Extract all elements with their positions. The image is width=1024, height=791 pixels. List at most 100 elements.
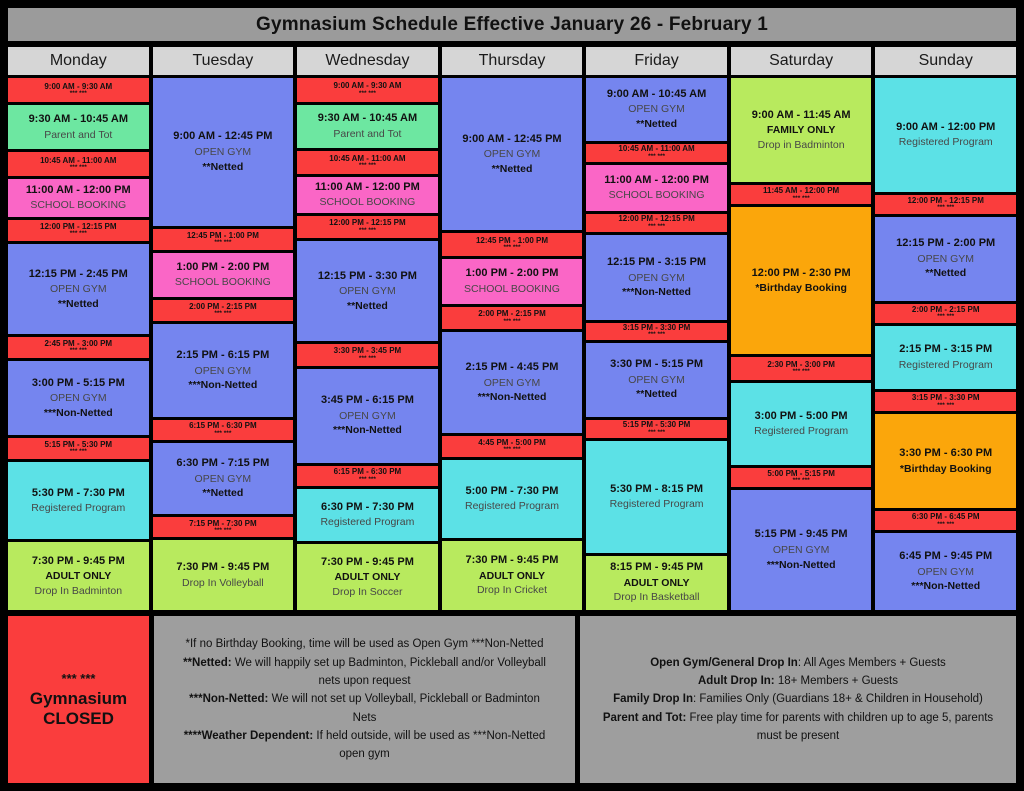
block-detail: **Netted: [636, 388, 677, 401]
block-time: 3:15 PM - 3:30 PM: [911, 393, 980, 403]
block-detail: Drop In Basketball: [613, 591, 700, 604]
schedule-block: 11:00 AM - 12:00 PM SCHOOL BOOKING: [297, 176, 438, 214]
block-detail: **Netted: [636, 118, 677, 131]
schedule-block: 10:45 AM - 11:00 AM *** ***: [586, 143, 727, 163]
schedule-block: 5:15 PM - 5:30 PM *** ***: [8, 437, 149, 460]
schedule-block: 12:15 PM - 3:30 PM OPEN GYM **Netted: [297, 240, 438, 342]
block-detail: *** ***: [214, 239, 232, 247]
gymnasium-closed-block: *** *** Gymnasium CLOSED: [8, 616, 149, 783]
schedule-block: 2:45 PM - 3:00 PM *** ***: [8, 336, 149, 359]
block-detail: Drop In Soccer: [332, 585, 403, 598]
block-detail: OPEN GYM: [483, 376, 541, 389]
block-detail: **Netted: [925, 267, 967, 280]
block-time: 9:00 AM - 9:30 AM: [44, 81, 113, 91]
schedule-block: 3:15 PM - 3:30 PM *** ***: [875, 392, 1016, 412]
block-time: 6:30 PM - 7:15 PM: [176, 457, 270, 470]
block-detail: *** ***: [937, 401, 955, 409]
block-detail: SCHOOL BOOKING: [30, 199, 127, 212]
block-time: 2:15 PM - 3:15 PM: [899, 343, 993, 356]
dropin-note: Open Gym/General Drop In: All Ages Membe…: [650, 656, 946, 669]
block-time: 6:30 PM - 6:45 PM: [911, 512, 980, 522]
schedule-block: 9:00 AM - 11:45 AM FAMILY ONLY Drop in Bad…: [730, 78, 872, 183]
schedule-block: 3:00 PM - 5:15 PM OPEN GYM ***Non-Netted: [8, 361, 149, 435]
schedule-block: 9:00 AM - 12:45 PM OPEN GYM **Netted: [441, 78, 583, 231]
block-detail: *** ***: [69, 347, 87, 355]
block-detail: *** ***: [503, 244, 521, 252]
block-detail: ***Non-Netted: [766, 558, 836, 571]
block-detail: Registered Program: [609, 498, 704, 511]
block-time: 12:15 PM - 2:45 PM: [28, 267, 128, 280]
block-detail: *** ***: [937, 204, 955, 212]
block-time: 5:15 PM - 5:30 PM: [622, 420, 691, 430]
schedule-block: 8:15 PM - 9:45 PM ADULT ONLY Drop In Baske…: [586, 555, 727, 610]
block-time: 3:45 PM - 6:15 PM: [320, 394, 414, 407]
block-detail: Registered Program: [898, 358, 993, 371]
schedule-block: 6:15 PM - 6:30 PM *** ***: [297, 466, 438, 486]
block-time: 10:45 AM - 11:00 AM: [40, 155, 117, 165]
schedule-block: 7:30 PM - 9:45 PM ADULT ONLY Drop In Socce…: [297, 543, 438, 611]
schedule-block: 6:45 PM - 9:45 PM OPEN GYM ***Non-Netted: [875, 533, 1016, 610]
block-detail: *** ***: [648, 428, 666, 436]
schedule-grid: Monday 9:00 AM - 9:30 AM *** *** 9:30 AM - …: [8, 47, 1016, 611]
schedule-block: 6:30 PM - 7:30 PM Registered Program: [297, 488, 438, 541]
block-detail: Drop In Badminton: [34, 584, 123, 597]
block-time: 6:45 PM - 9:45 PM: [899, 550, 993, 563]
block-detail: OPEN GYM: [917, 252, 974, 265]
day-header-thursday: Thursday: [441, 47, 583, 75]
day-column-wednesday: Wednesday 9:00 AM - 9:30 AM *** *** 9:30 AM…: [297, 47, 438, 611]
schedule-block: 12:00 PM - 12:15 PM *** ***: [875, 194, 1016, 214]
schedule-block: 5:00 PM - 7:30 PM Registered Program: [441, 460, 583, 539]
block-time: 7:30 PM - 9:45 PM: [465, 554, 559, 567]
block-time: 3:30 PM - 6:30 PM: [899, 447, 993, 460]
netting-note: *If no Birthday Booking, time will be us…: [185, 638, 544, 651]
dropin-note: Adult Drop In: 18+ Members + Guests: [697, 674, 899, 687]
block-time: 2:15 PM - 4:45 PM: [465, 361, 559, 374]
block-detail: OPEN GYM: [483, 148, 541, 161]
schedule-block: 2:30 PM - 3:00 PM *** ***: [730, 357, 872, 380]
block-detail: *** ***: [358, 226, 376, 234]
dropin-note: Parent and Tot: Free play time for paren…: [602, 711, 994, 743]
block-detail: **Netted: [57, 297, 99, 310]
block-time: 5:15 PM - 5:30 PM: [44, 439, 113, 449]
day-blocks: 9:00 AM - 10:45 AM OPEN GYM **Netted 10:45 …: [586, 78, 727, 610]
schedule-block: 12:00 PM - 12:15 PM *** ***: [586, 213, 727, 233]
block-time: 5:30 PM - 8:15 PM: [610, 482, 704, 495]
block-detail: Drop In Volleyball: [181, 576, 264, 589]
closed-block-line: CLOSED: [43, 708, 114, 728]
block-detail: OPEN GYM: [628, 271, 685, 284]
day-column-saturday: Saturday 9:00 AM - 11:45 AM FAMILY ONLY Dro…: [730, 47, 872, 611]
schedule-block: 9:00 AM - 12:00 PM Registered Program: [875, 78, 1016, 192]
schedule-block: 9:30 AM - 10:45 AM Parent and Tot: [297, 104, 438, 148]
closed-block-line: Gymnasium: [29, 688, 128, 708]
block-detail: *** ***: [214, 310, 232, 318]
day-header-sunday: Sunday: [875, 47, 1016, 75]
schedule-block: 12:00 PM - 12:15 PM *** ***: [8, 219, 149, 242]
block-detail: SCHOOL BOOKING: [319, 196, 416, 209]
day-column-thursday: Thursday 9:00 AM - 12:45 PM OPEN GYM **Nett…: [441, 47, 583, 610]
block-time: 3:15 PM - 3:30 PM: [622, 322, 691, 332]
block-detail: ADULT ONLY: [334, 570, 401, 583]
schedule-block: 5:00 PM - 5:15 PM *** ***: [730, 467, 872, 487]
block-detail: Registered Program: [754, 425, 849, 438]
schedule-block: 3:45 PM - 6:15 PM OPEN GYM ***Non-Netted: [297, 368, 438, 464]
block-detail: *** ***: [648, 222, 666, 230]
block-time: 9:30 AM - 10:45 AM: [28, 113, 128, 126]
block-detail: *** ***: [214, 527, 232, 535]
block-detail: Drop in Badminton: [757, 138, 845, 151]
block-time: 9:00 AM - 11:45 AM: [751, 108, 851, 121]
schedule-block: 6:15 PM - 6:30 PM *** ***: [152, 419, 294, 440]
block-time: 5:00 PM - 7:30 PM: [465, 485, 559, 498]
day-blocks: 9:00 AM - 12:45 PM OPEN GYM **Netted 12:45 …: [152, 78, 294, 610]
block-detail: *** ***: [792, 194, 810, 202]
schedule-block: 5:15 PM - 9:45 PM OPEN GYM ***Non-Netted: [730, 489, 872, 611]
block-time: 5:15 PM - 9:45 PM: [754, 528, 848, 541]
block-detail: SCHOOL BOOKING: [174, 276, 271, 289]
block-detail: *** ***: [792, 368, 810, 376]
block-time: 2:45 PM - 3:00 PM: [44, 338, 113, 348]
block-time: 2:00 PM - 2:15 PM: [189, 301, 257, 311]
block-detail: *** ***: [358, 89, 376, 97]
schedule-block: 4:45 PM - 5:00 PM *** ***: [441, 436, 583, 458]
netting-note: ***Non-Netted: We will not set up Volley…: [189, 693, 540, 724]
day-header-tuesday: Tuesday: [152, 47, 294, 75]
block-detail: ***Non-Netted: [911, 580, 981, 593]
